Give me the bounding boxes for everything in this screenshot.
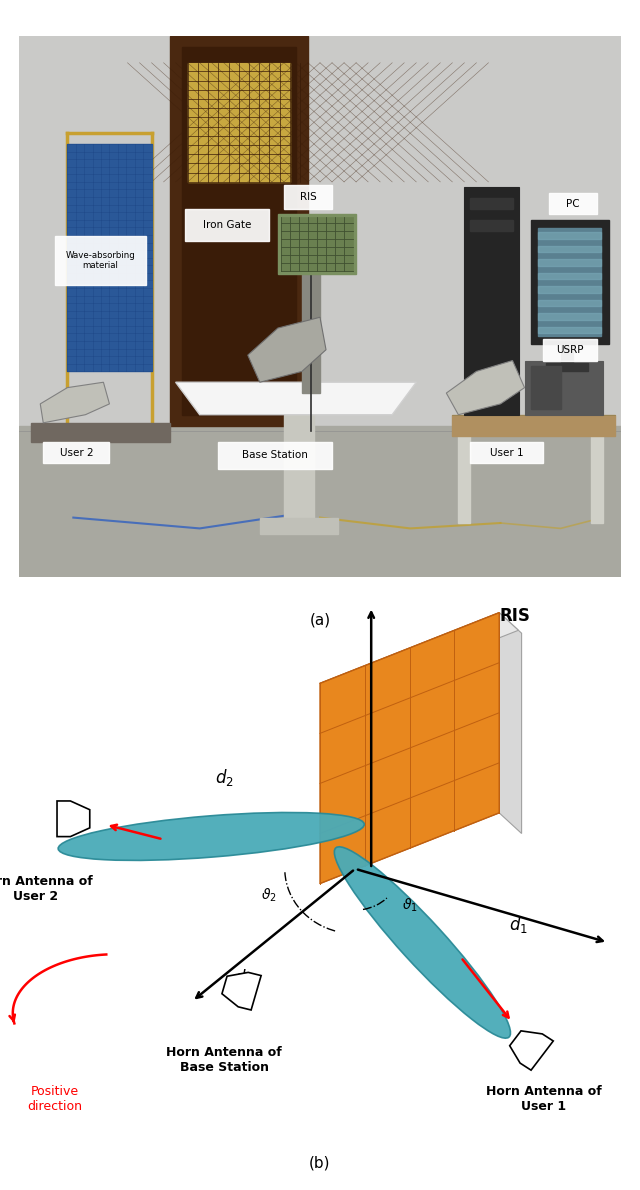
Bar bbox=[543, 339, 596, 361]
Bar bbox=[525, 361, 603, 415]
Text: User 2: User 2 bbox=[60, 447, 93, 458]
Bar bbox=[538, 327, 601, 333]
Bar bbox=[538, 287, 601, 293]
Polygon shape bbox=[175, 382, 416, 415]
Bar bbox=[538, 228, 601, 337]
Bar bbox=[170, 36, 308, 426]
Polygon shape bbox=[222, 972, 261, 1010]
Bar bbox=[561, 344, 573, 367]
Polygon shape bbox=[320, 613, 518, 701]
Text: USRP: USRP bbox=[556, 345, 584, 355]
Text: User 1: User 1 bbox=[490, 447, 524, 458]
Bar bbox=[302, 274, 320, 393]
Text: Positive
direction: Positive direction bbox=[27, 1084, 82, 1113]
Bar bbox=[470, 441, 543, 463]
Text: $\vartheta_2$: $\vartheta_2$ bbox=[261, 887, 276, 904]
Bar bbox=[67, 144, 152, 371]
Polygon shape bbox=[40, 382, 109, 422]
Text: (b): (b) bbox=[309, 1155, 331, 1171]
Bar bbox=[465, 187, 518, 415]
Bar bbox=[458, 437, 470, 524]
Bar bbox=[538, 246, 601, 252]
Text: Horn Antenna of
User 1: Horn Antenna of User 1 bbox=[486, 1084, 602, 1113]
Ellipse shape bbox=[334, 847, 511, 1038]
Bar bbox=[452, 415, 615, 437]
Text: $d_1$: $d_1$ bbox=[509, 914, 528, 935]
Text: $d_b$: $d_b$ bbox=[234, 967, 253, 989]
Bar bbox=[281, 217, 353, 271]
Bar bbox=[538, 273, 601, 280]
Bar bbox=[182, 46, 296, 415]
Bar bbox=[538, 300, 601, 306]
Polygon shape bbox=[320, 613, 499, 883]
Text: RIS: RIS bbox=[300, 192, 316, 202]
Polygon shape bbox=[248, 318, 326, 382]
Bar bbox=[284, 184, 332, 209]
Bar bbox=[31, 422, 170, 441]
Text: (a): (a) bbox=[309, 613, 331, 628]
Bar bbox=[538, 232, 601, 239]
Polygon shape bbox=[446, 361, 525, 415]
Bar bbox=[184, 209, 269, 242]
Text: Base Station: Base Station bbox=[242, 450, 308, 461]
Bar bbox=[545, 363, 588, 371]
Bar bbox=[470, 220, 513, 231]
Bar bbox=[591, 437, 603, 524]
Bar bbox=[531, 220, 609, 344]
Text: $\vartheta_1$: $\vartheta_1$ bbox=[402, 897, 417, 914]
Bar bbox=[538, 259, 601, 265]
Bar bbox=[188, 63, 290, 182]
Bar bbox=[44, 441, 109, 463]
Polygon shape bbox=[509, 1031, 553, 1070]
Text: Iron Gate: Iron Gate bbox=[203, 220, 251, 230]
Bar bbox=[260, 518, 338, 534]
Bar bbox=[470, 198, 513, 209]
Bar bbox=[55, 236, 145, 284]
Bar bbox=[278, 214, 356, 274]
Bar bbox=[284, 415, 314, 524]
Bar bbox=[218, 441, 332, 469]
Bar bbox=[19, 426, 621, 577]
Polygon shape bbox=[57, 801, 90, 837]
Text: $d_2$: $d_2$ bbox=[214, 768, 234, 788]
Bar bbox=[548, 193, 596, 214]
Text: PC: PC bbox=[566, 199, 579, 208]
Text: Wave-absorbing
material: Wave-absorbing material bbox=[65, 251, 135, 270]
Bar bbox=[538, 313, 601, 320]
Text: Horn Antenna of
Base Station: Horn Antenna of Base Station bbox=[166, 1046, 282, 1075]
Bar bbox=[531, 367, 561, 409]
Text: RIS: RIS bbox=[500, 607, 531, 625]
Bar bbox=[19, 36, 621, 441]
Text: Horn Antenna of
User 2: Horn Antenna of User 2 bbox=[0, 876, 93, 903]
Polygon shape bbox=[499, 613, 522, 833]
Ellipse shape bbox=[58, 813, 364, 860]
